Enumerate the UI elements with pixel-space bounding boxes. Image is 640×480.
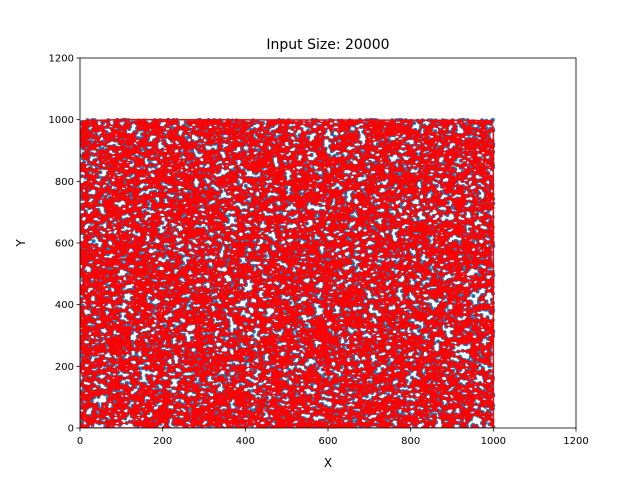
y-tick-label: 1200	[49, 54, 74, 65]
y-tick-label: 400	[55, 300, 74, 311]
x-axis-ticks: 0 200 400 600 800 1000 1200	[77, 428, 589, 447]
x-tick-label: 1200	[563, 436, 588, 447]
x-tick-label: 0	[77, 436, 83, 447]
y-axis-ticks: 0 200 400 600 800 1000 1200	[49, 54, 80, 435]
y-tick-label: 200	[55, 362, 74, 373]
y-axis-label: Y	[14, 239, 28, 248]
chart-title: Input Size: 20000	[266, 37, 389, 53]
x-tick-label: 800	[401, 436, 420, 447]
y-tick-label: 600	[55, 239, 74, 250]
x-tick-label: 1000	[481, 436, 506, 447]
x-tick-label: 200	[153, 436, 172, 447]
y-tick-label: 800	[55, 177, 74, 188]
x-tick-label: 600	[318, 436, 337, 447]
x-axis-label: X	[324, 456, 332, 470]
y-tick-label: 1000	[49, 115, 74, 126]
y-tick-label: 0	[68, 424, 74, 435]
x-tick-label: 400	[236, 436, 255, 447]
